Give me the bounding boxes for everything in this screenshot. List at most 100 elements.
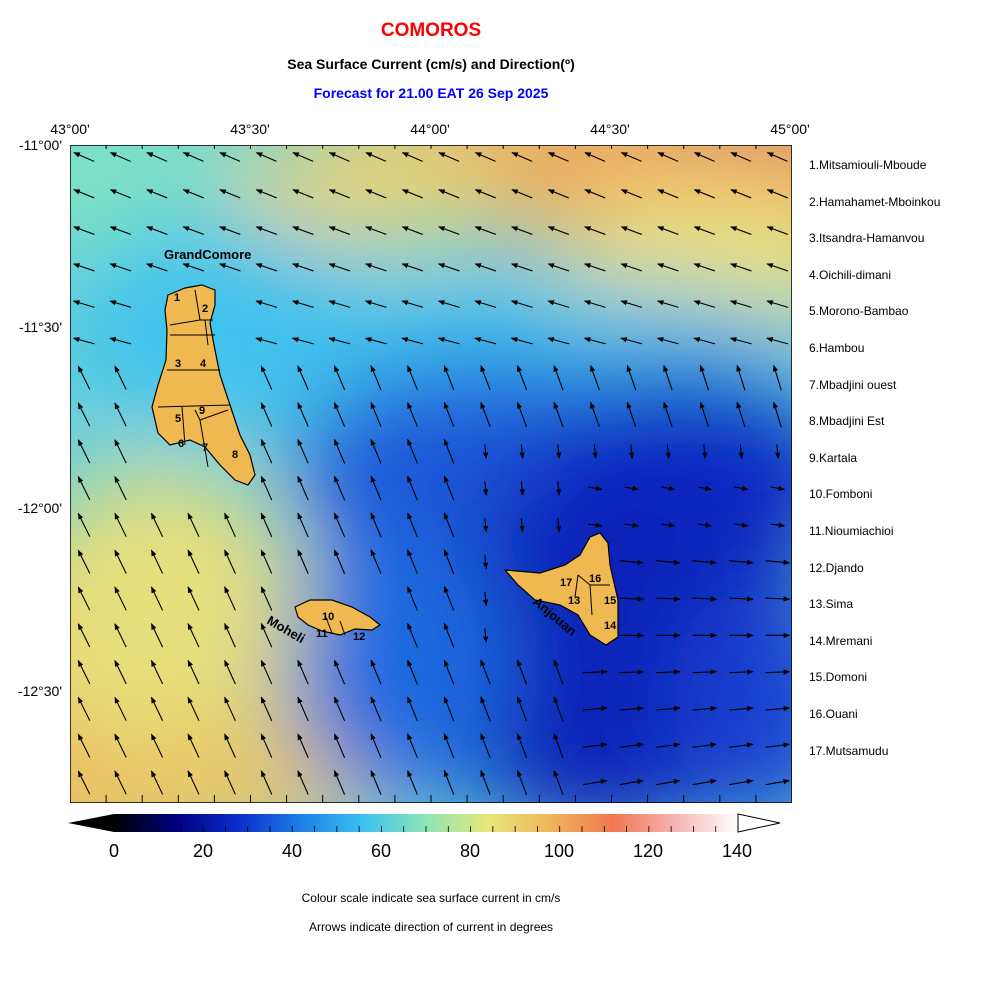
legend-item: 8.Mbadjini Est <box>809 414 885 429</box>
current-arrow <box>72 263 95 272</box>
current-arrow <box>729 742 754 748</box>
current-arrow <box>663 364 673 391</box>
legend-item: 13.Sima <box>809 597 854 612</box>
current-arrow <box>224 696 236 722</box>
current-arrow <box>224 733 236 758</box>
colorbar-over-arrow <box>737 813 781 833</box>
current-arrow <box>619 596 645 602</box>
current-arrow <box>547 189 569 199</box>
lat-tick: -12°30' <box>17 683 62 699</box>
current-arrow <box>109 263 132 272</box>
legend-item: 17.Mutsamudu <box>809 743 889 758</box>
current-arrow <box>619 559 645 565</box>
current-arrow <box>516 696 528 722</box>
current-arrow <box>260 586 273 611</box>
current-arrow <box>772 364 782 391</box>
current-arrow <box>765 669 791 675</box>
current-arrow <box>401 226 424 235</box>
current-arrow <box>109 189 131 199</box>
current-arrow <box>656 337 679 345</box>
current-arrow <box>766 152 788 162</box>
current-arrow <box>582 669 608 675</box>
map-title: COMOROS <box>380 20 482 41</box>
current-arrow <box>114 439 127 464</box>
current-arrow <box>73 152 95 162</box>
current-arrow <box>553 696 564 722</box>
current-arrow <box>150 549 164 574</box>
current-arrow <box>297 733 309 758</box>
current-arrow <box>701 444 708 460</box>
current-arrow <box>583 742 608 748</box>
region-number: 13 <box>568 595 580 607</box>
current-arrow <box>663 401 673 428</box>
current-arrow <box>260 622 273 648</box>
current-arrow <box>407 769 418 795</box>
arrow-direction-note: Arrows indicate direction of current in … <box>308 920 554 934</box>
current-arrow <box>370 438 382 464</box>
current-arrow <box>547 152 569 162</box>
current-arrow <box>114 770 127 795</box>
current-arrow <box>693 337 716 345</box>
current-arrow <box>260 770 273 795</box>
current-arrow <box>655 596 681 602</box>
current-arrow <box>77 733 91 758</box>
current-arrow <box>407 696 418 722</box>
current-arrow <box>114 586 127 611</box>
current-arrow <box>516 401 528 427</box>
current-arrow <box>772 401 782 428</box>
current-arrow <box>407 659 418 685</box>
current-arrow <box>474 226 497 235</box>
current-arrow <box>407 438 418 464</box>
current-arrow <box>328 152 350 162</box>
current-arrow <box>553 769 564 796</box>
current-arrow <box>443 549 455 575</box>
current-arrow <box>255 226 278 235</box>
current-arrow <box>692 559 718 565</box>
current-arrow <box>297 696 309 722</box>
current-arrow <box>407 585 418 611</box>
current-arrow <box>511 189 533 199</box>
map-subtitle: Sea Surface Current (cm/s) and Direction… <box>287 56 575 72</box>
current-arrow <box>583 300 606 308</box>
current-arrow <box>292 226 314 235</box>
current-arrow <box>114 475 127 501</box>
current-arrow <box>553 364 564 391</box>
current-arrow <box>260 365 273 390</box>
region-number: 1 <box>174 292 180 304</box>
current-arrow <box>77 402 91 427</box>
current-arrow <box>297 549 309 574</box>
region-number: 17 <box>560 577 572 589</box>
current-arrow <box>77 439 91 464</box>
current-arrow <box>401 152 423 162</box>
current-arrow <box>370 769 382 795</box>
current-arrow <box>333 659 346 685</box>
current-arrow <box>655 705 681 712</box>
current-arrow <box>729 337 752 345</box>
current-arrow <box>401 337 424 345</box>
legend-item: 15.Domoni <box>809 670 868 685</box>
current-arrow <box>766 263 789 272</box>
current-arrow <box>693 263 716 272</box>
current-arrow <box>297 770 309 795</box>
current-arrow <box>260 438 273 464</box>
current-arrow <box>693 300 716 308</box>
current-arrow <box>655 669 681 675</box>
current-arrow <box>765 596 791 602</box>
current-arrow <box>365 189 387 199</box>
region-number: 9 <box>199 405 205 417</box>
current-arrow <box>620 337 643 345</box>
current-arrow <box>480 733 491 759</box>
current-arrow <box>407 401 418 427</box>
current-arrow <box>729 559 754 565</box>
current-arrow <box>699 401 710 428</box>
current-arrow <box>693 226 716 235</box>
current-arrow <box>443 659 455 685</box>
current-arrow <box>297 659 309 685</box>
current-arrow <box>729 778 754 786</box>
current-arrow <box>766 337 789 345</box>
current-arrow <box>584 152 606 162</box>
legend-item: 9.Kartala <box>809 450 858 465</box>
region-number: 2 <box>202 303 208 315</box>
current-arrow <box>766 189 788 199</box>
current-arrow <box>519 444 525 460</box>
